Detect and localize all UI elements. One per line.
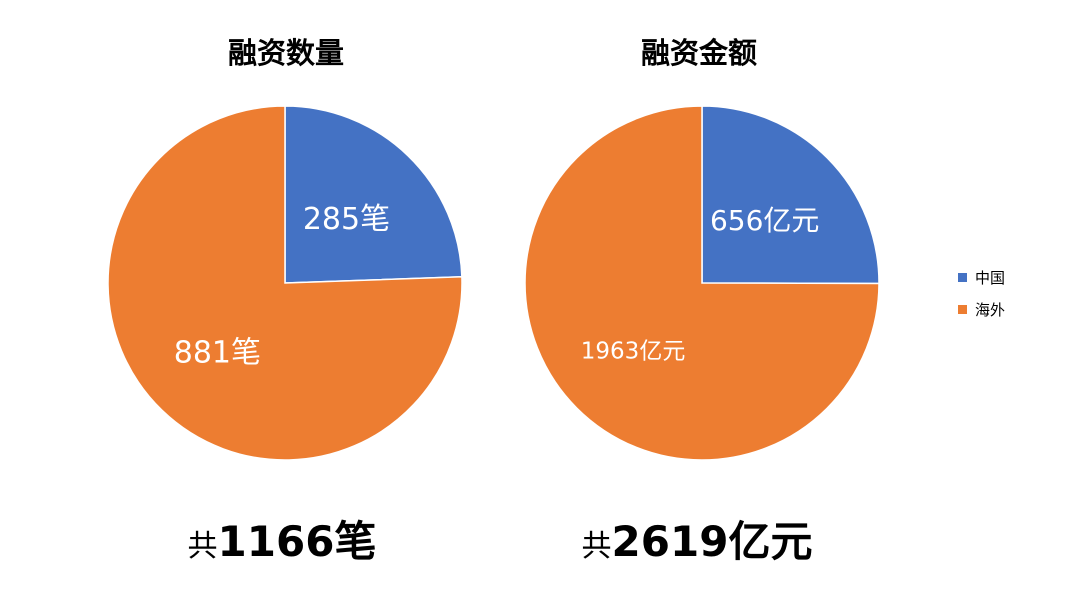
legend-label-overseas: 海外: [975, 301, 1006, 319]
pie-slice-amount-overseas: [524, 105, 880, 461]
total-amount: 共2619亿元: [527, 508, 867, 569]
chart-title-count: 融资数量: [227, 36, 344, 70]
legend: 中国 海外: [958, 266, 1005, 330]
total-count-value: 1166笔: [217, 517, 377, 566]
legend-swatch-overseas: [958, 305, 967, 314]
pie-slice-amount-china: [701, 105, 880, 285]
legend-item-china: 中国: [958, 266, 1005, 289]
total-amount-value: 2619亿元: [611, 517, 813, 566]
legend-swatch-china: [958, 273, 967, 282]
total-amount-prefix: 共: [581, 529, 612, 564]
legend-label-china: 中国: [975, 269, 1006, 287]
pie-label-count-china: 285笔: [303, 202, 390, 237]
pie-slice-count-overseas: [107, 105, 463, 461]
pie-label-amount-overseas: 1963亿元: [581, 339, 686, 365]
total-count: 共1166笔: [112, 508, 452, 569]
pie-label-count-overseas: 881笔: [174, 336, 261, 371]
total-count-prefix: 共: [187, 529, 218, 564]
chart-title-amount: 融资金额: [640, 36, 757, 70]
pie-label-amount-china: 656亿元: [710, 204, 819, 237]
legend-item-overseas: 海外: [958, 298, 1005, 321]
pie-slice-count-china: [284, 105, 463, 284]
